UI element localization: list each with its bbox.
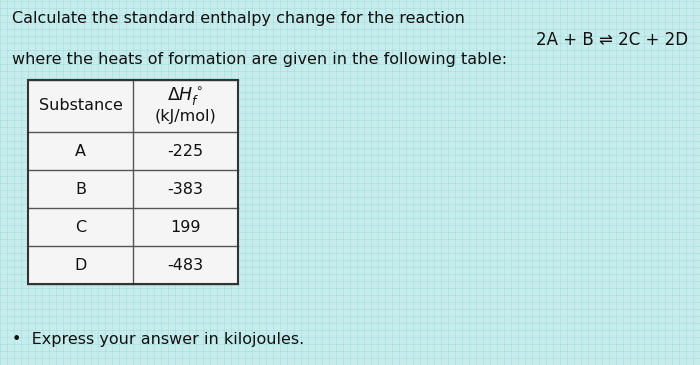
Text: -225: -225: [167, 143, 204, 158]
Text: -483: -483: [167, 257, 204, 273]
Text: A: A: [75, 143, 86, 158]
Text: 2A + B ⇌ 2C + 2D: 2A + B ⇌ 2C + 2D: [536, 31, 688, 49]
Text: (kJ/mol): (kJ/mol): [155, 108, 216, 123]
Text: D: D: [74, 257, 87, 273]
Text: -383: -383: [167, 181, 204, 196]
Text: 199: 199: [170, 219, 201, 234]
Text: where the heats of formation are given in the following table:: where the heats of formation are given i…: [12, 52, 507, 67]
Text: Substance: Substance: [38, 99, 122, 114]
Text: B: B: [75, 181, 86, 196]
Text: •  Express your answer in kilojoules.: • Express your answer in kilojoules.: [12, 332, 304, 347]
Text: Calculate the standard enthalpy change for the reaction: Calculate the standard enthalpy change f…: [12, 11, 465, 26]
Bar: [28, 80, 238, 284]
Text: $\Delta H_f^\circ$: $\Delta H_f^\circ$: [167, 85, 204, 107]
Bar: [28, 80, 238, 284]
Text: C: C: [75, 219, 86, 234]
